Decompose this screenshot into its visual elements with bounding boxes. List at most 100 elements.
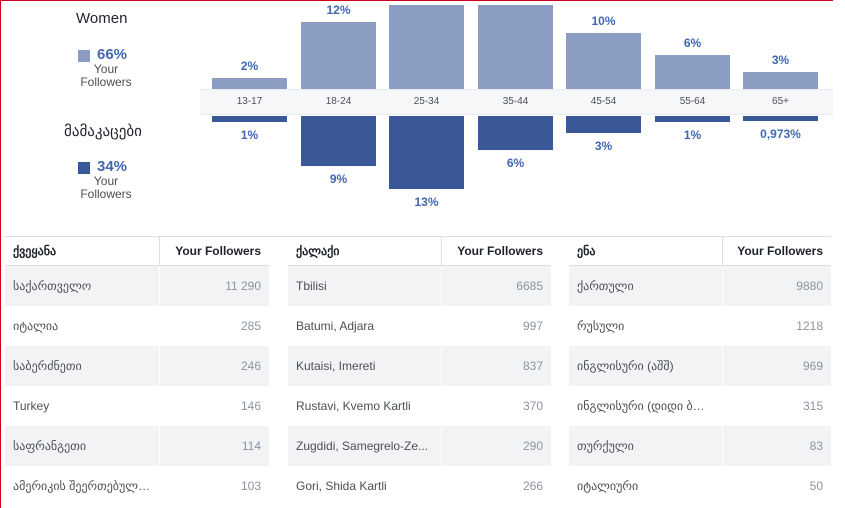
row-follower-count: 290 — [522, 439, 543, 453]
table-row[interactable]: საქართველო 11 290 — [5, 266, 269, 306]
table-row[interactable]: საბერძნეთი 246 — [5, 346, 269, 386]
table-header-name[interactable]: ქალაქი — [296, 244, 340, 258]
men-swatch — [78, 162, 90, 174]
row-name: Zugdidi, Samegrelo-Ze... — [296, 439, 429, 453]
row-follower-count: 114 — [241, 439, 261, 453]
table-header-followers[interactable]: Your Followers — [159, 237, 269, 265]
men-pct-label-18-24: 9% — [329, 172, 348, 186]
women-bar-65+[interactable] — [743, 72, 818, 89]
column-divider — [441, 266, 442, 306]
row-follower-count: 285 — [240, 319, 261, 333]
table-row[interactable]: Kutaisi, Imereti 837 — [288, 346, 551, 386]
row-follower-count: 9880 — [796, 279, 823, 293]
men-bar-45-54[interactable] — [566, 116, 641, 133]
age-tick-25-34: 25-34 — [413, 96, 440, 107]
column-divider — [722, 466, 723, 506]
row-name: თურქული — [577, 439, 634, 453]
table-header-divider — [288, 265, 551, 266]
row-name: Batumi, Adjara — [296, 319, 375, 333]
row-name: Tbilisi — [296, 279, 327, 293]
table-row[interactable]: Tbilisi 6685 — [288, 266, 551, 306]
row-follower-count: 50 — [809, 479, 823, 493]
row-name: ინგლისური (დიდი ბ… — [577, 399, 705, 413]
table-row[interactable]: Turkey 146 — [5, 386, 269, 426]
women-sub-line-1: Your — [93, 62, 119, 76]
men-pct-label-65+: 0,973% — [760, 127, 801, 141]
table-header-divider — [5, 265, 269, 266]
table-row[interactable]: ამერიკის შეერთებულ… 103 — [5, 466, 269, 506]
row-follower-count: 837 — [522, 359, 543, 373]
women-legend-title: Women — [76, 10, 128, 27]
table-row[interactable]: Batumi, Adjara 997 — [288, 306, 551, 346]
men-bar-55-64[interactable] — [655, 116, 730, 122]
row-name: საფრანგეთი — [13, 439, 87, 453]
table-row[interactable]: საფრანგეთი 114 — [5, 426, 269, 466]
table-row[interactable]: ქართული 9880 — [569, 266, 831, 306]
row-follower-count: 266 — [522, 479, 543, 493]
table-header-followers[interactable]: Your Followers — [441, 237, 551, 265]
table-row[interactable]: თურქული 83 — [569, 426, 831, 466]
column-divider — [722, 346, 723, 386]
men-bar-35-44[interactable] — [478, 116, 553, 150]
row-name: Gori, Shida Kartli — [296, 479, 387, 493]
row-name: ინგლისური (აშშ) — [577, 359, 674, 373]
women-pct-label-65+: 3% — [771, 53, 790, 67]
age-tick-18-24: 18-24 — [325, 96, 352, 107]
table-row[interactable]: Rustavi, Kvemo Kartli 370 — [288, 386, 551, 426]
men-sub-line-1: Your — [93, 174, 119, 188]
women-bar-35-44[interactable] — [478, 5, 553, 89]
row-follower-count: 370 — [522, 399, 543, 413]
men-bar-65+[interactable] — [743, 116, 818, 121]
column-divider — [159, 466, 160, 506]
men-pct-label-45-54: 3% — [594, 139, 613, 153]
table-header-divider — [569, 265, 831, 266]
row-follower-count: 103 — [240, 479, 261, 493]
table-header-followers[interactable]: Your Followers — [722, 237, 831, 265]
women-pct-label-55-64: 6% — [683, 36, 702, 50]
women-bar-55-64[interactable] — [655, 55, 730, 89]
column-divider — [159, 266, 160, 306]
table-row[interactable]: Gori, Shida Kartli 266 — [288, 466, 551, 506]
men-bar-25-34[interactable] — [389, 116, 464, 189]
table-row[interactable]: იტალიური 50 — [569, 466, 831, 506]
row-follower-count: 146 — [240, 399, 261, 413]
scrollbar[interactable] — [833, 0, 845, 508]
women-percentage: 66% — [97, 46, 128, 63]
row-follower-count: 969 — [802, 359, 823, 373]
row-name: იტალიური — [577, 479, 639, 493]
men-pct-label-13-17: 1% — [240, 128, 259, 142]
row-name: ამერიკის შეერთებულ… — [13, 479, 151, 493]
row-name: Rustavi, Kvemo Kartli — [296, 399, 411, 413]
men-percentage: 34% — [97, 158, 128, 175]
column-divider — [722, 266, 723, 306]
age-tick-55-64: 55-64 — [679, 96, 706, 107]
women-swatch — [78, 50, 90, 62]
table-header-name[interactable]: ენა — [577, 244, 596, 258]
men-bar-13-17[interactable] — [212, 116, 287, 122]
men-sub-line-2: Followers — [80, 187, 132, 201]
men-pct-label-55-64: 1% — [683, 128, 702, 142]
row-follower-count: 1218 — [796, 319, 823, 333]
row-follower-count: 315 — [802, 399, 823, 413]
age-axis-band — [200, 89, 833, 115]
row-name: Kutaisi, Imereti — [296, 359, 376, 373]
table-row[interactable]: რუსული 1218 — [569, 306, 831, 346]
table-row[interactable]: ინგლისური (დიდი ბ… 315 — [569, 386, 831, 426]
table-row[interactable]: ინგლისური (აშშ) 969 — [569, 346, 831, 386]
table-header-name[interactable]: ქვეყანა — [13, 244, 57, 258]
women-bar-25-34[interactable] — [389, 5, 464, 89]
row-follower-count: 6685 — [516, 279, 543, 293]
age-tick-13-17: 13-17 — [236, 96, 263, 107]
column-divider — [159, 386, 160, 426]
women-bar-18-24[interactable] — [301, 22, 376, 89]
table-row[interactable]: Zugdidi, Samegrelo-Ze... 290 — [288, 426, 551, 466]
women-bar-45-54[interactable] — [566, 33, 641, 89]
women-bar-13-17[interactable] — [212, 78, 287, 89]
row-name: რუსული — [577, 319, 625, 333]
men-bar-18-24[interactable] — [301, 116, 376, 166]
table-row[interactable]: იტალია 285 — [5, 306, 269, 346]
column-divider — [722, 426, 723, 466]
column-divider — [441, 426, 442, 466]
women-pct-label-45-54: 10% — [591, 14, 616, 28]
row-follower-count: 11 290 — [225, 279, 261, 293]
